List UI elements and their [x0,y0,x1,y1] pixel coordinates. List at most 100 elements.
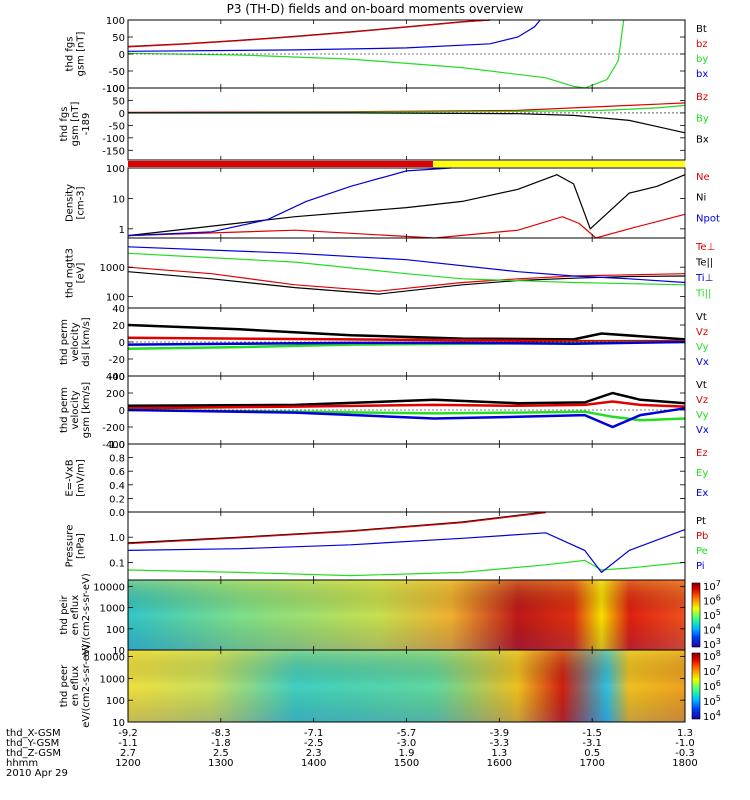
ephemeris-value: 1200 [115,758,140,769]
mode-bar-red [128,161,433,167]
y-tick-label: 400 [106,372,125,383]
y-tick-label: 1000 [100,604,125,615]
ephemeris-label: 2010 Apr 29 [6,768,68,779]
series-pe [127,559,686,577]
panel-fgs-field: Bt bz by bx 100 50 0 -50 -100 thd fgs gsm [nT] [65,16,709,95]
colorbar-tick: 104 [703,709,721,723]
colorbar-tick: 107 [703,579,721,593]
legend-vy: Vy [696,342,709,353]
y-tick-label: 40 [112,304,125,315]
y-tick-label: 100 [106,625,125,636]
ephemeris-value: 1800 [672,758,697,769]
series-bz [127,19,491,48]
ephemeris-value: 1600 [487,758,512,769]
y-tick-label: 10 [112,718,125,729]
series-vz [127,400,686,410]
y-axis-label: thd fgs [65,37,76,72]
ephemeris-value: -3.3 [490,738,510,749]
legend-pe: Pe [696,546,708,557]
ephemeris-value: -3.1 [582,738,602,749]
series-vt [127,391,686,408]
figure-title: P3 (TH-D) fields and on-board moments ov… [227,2,524,16]
ephemeris-value: 0.5 [584,748,600,759]
panel-temperature: Te⊥ Te|| Ti⊥ Ti|| 1000 100 thd mgtt3 [eV] [65,237,715,309]
legend-pb: Pb [696,531,708,542]
legend-ti: Ti|| [695,289,711,300]
legend-by: by [696,54,708,65]
y-tick-label: 0.6 [109,467,125,478]
legend-te: Te⊥ [695,242,715,253]
series-pi [127,529,686,574]
series-ti [127,252,686,286]
colorbar [691,582,701,648]
ephemeris-value: -5.7 [397,728,417,739]
series-ti [127,246,686,284]
plot-frame [127,443,686,513]
ephemeris-value: -1.5 [582,728,602,739]
ephemeris-value: 1700 [579,758,604,769]
mode-bar [128,161,685,167]
series-ni [127,174,686,237]
legend-ni: Ni [696,193,706,204]
panel-perm-velocity-gsm: Vt Vz Vy Vx 400 200 0 -200 -400 thd perm velocity g… [59,372,709,451]
ephemeris-value: 2.5 [213,748,229,759]
ephemeris-value: 2.3 [306,748,322,759]
series-te [127,266,686,292]
y-tick-label: 0.0 [109,508,125,519]
ephemeris-value: -9.2 [118,728,138,739]
legend-vz: Vz [696,327,708,338]
colorbar-tick: 104 [703,623,721,637]
y-axis-label: E=-VxB [65,459,76,496]
colorbar-tick: 106 [703,679,721,693]
y-axis-label: thd peir [59,595,70,635]
ephemeris-value: -1.8 [211,738,231,749]
ephemeris-label: thd_Y-GSM [6,738,59,749]
y-tick-label: 1.0 [109,533,125,544]
series-by [127,19,625,89]
y-axis-label: dsl [km/s] [81,317,92,367]
colorbar-tick: 105 [703,694,721,708]
y-tick-label: 10 [112,646,125,657]
y-tick-label: 1 [119,225,125,236]
y-axis-label: gsm [nT] [70,102,81,147]
y-axis-label: thd perm [59,319,70,365]
y-axis-label: [nPa] [76,533,87,559]
y-axis-label: thd perm [59,387,70,433]
plot-frame [127,87,686,161]
ephemeris-label: hhmm [6,758,38,769]
plot-frame [127,167,686,239]
y-axis-label: Pressure [65,525,76,568]
y-tick-label: 50 [112,33,125,44]
y-tick-label: -50 [109,121,125,132]
series-npot [127,167,452,237]
series-pt [127,511,546,544]
y-tick-label: -150 [102,146,125,157]
legend-by: By [696,113,709,124]
legend-vy: Vy [696,410,709,421]
y-tick-label: -20 [109,355,125,366]
series-vy [127,408,686,422]
legend-bz: Bz [696,92,708,103]
y-tick-label: -200 [102,423,125,434]
y-tick-label: 0.4 [109,481,125,492]
y-axis-label: eV/(cm2-s-sr-eV) [81,644,92,728]
legend-pt: Pt [696,516,706,527]
legend-bx: bx [696,69,708,80]
ephemeris-value: -8.3 [211,728,231,739]
ephemeris-value: -3.9 [490,728,510,739]
panel-pressure: Pt Pb Pe Pi 1.0 0.1 Pressure [nPa] [65,511,708,581]
y-tick-label: 200 [106,389,125,400]
legend-ti: Ti⊥ [695,273,713,284]
y-axis-label: en eflux [70,666,81,706]
legend-pi: Pi [696,561,705,572]
series-vx [127,407,686,429]
colorbar-tick: 106 [703,594,721,608]
y-tick-label: 0 [119,406,125,417]
y-axis-label: velocity [70,322,81,361]
y-tick-label: 10000 [93,582,125,593]
ephemeris-value: 1.9 [399,748,415,759]
y-tick-label: 10 [112,194,125,205]
